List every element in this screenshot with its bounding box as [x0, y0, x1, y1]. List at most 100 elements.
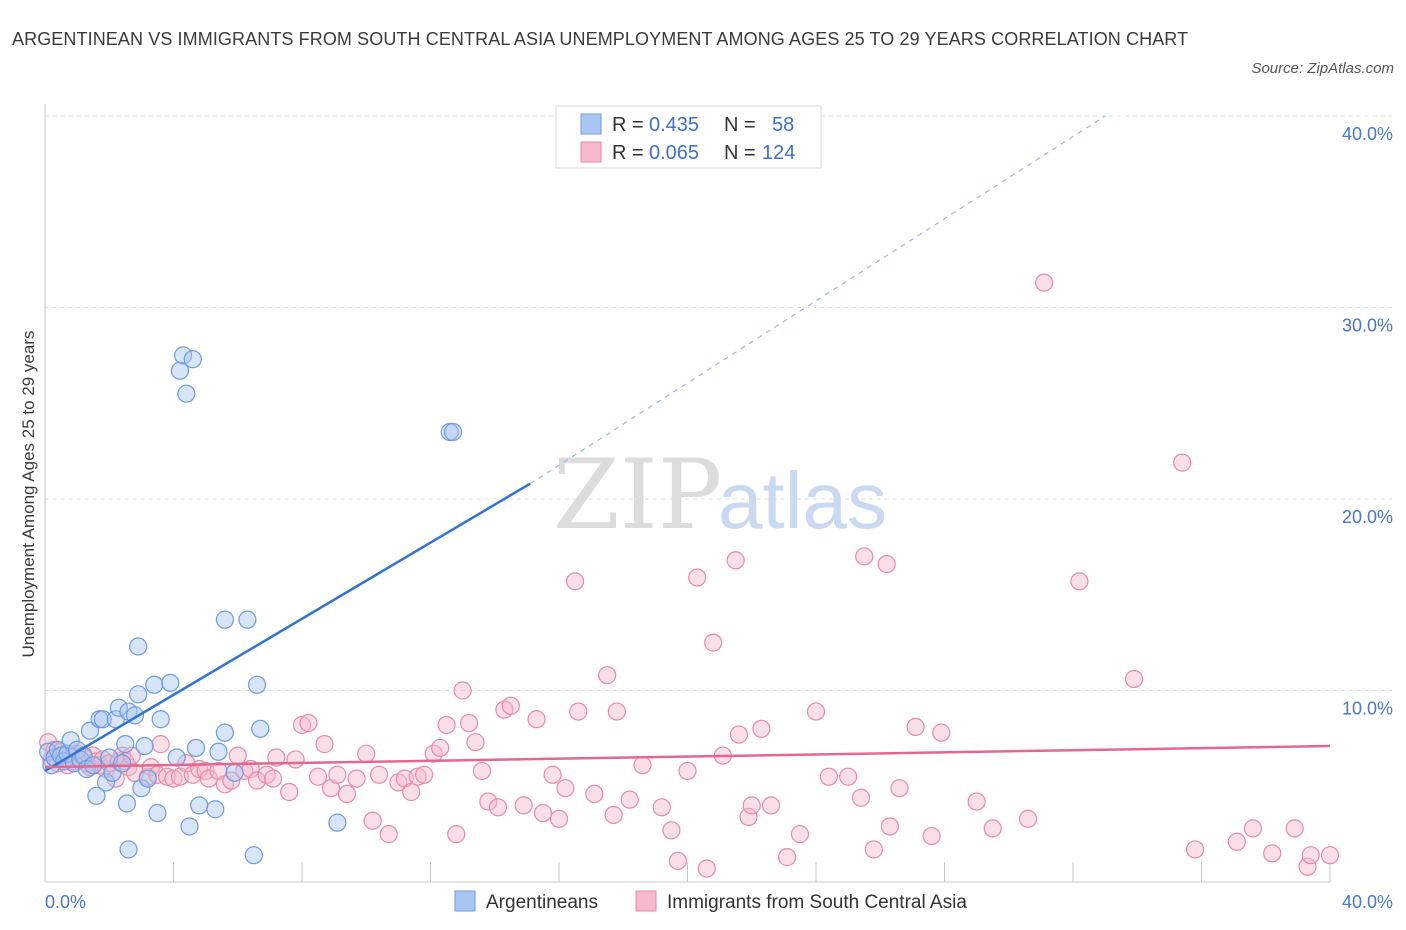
- argentineans-point-57: [443, 422, 463, 442]
- immigrants-point-121: [932, 723, 951, 742]
- immigrants-point-71: [447, 825, 466, 844]
- legend-r-label-2: R =: [612, 142, 644, 164]
- watermark: ZIP atlas: [553, 439, 887, 551]
- immigrants-point-80: [514, 796, 533, 815]
- argentineans-point-3: [48, 740, 67, 759]
- immigrants-point-120: [922, 826, 941, 846]
- source-label: Source: ZipAtlas.com: [1251, 60, 1394, 77]
- immigrants-point-59: [357, 744, 376, 763]
- immigrants-point-20: [106, 769, 125, 788]
- argentineans-point-27: [119, 840, 138, 859]
- argentineans-point-49: [215, 610, 234, 629]
- immigrants-point-94: [652, 798, 671, 817]
- immigrants-points: [39, 273, 1340, 878]
- immigrants-point-135: [1301, 846, 1320, 865]
- immigrants-point-92: [620, 790, 639, 809]
- immigrants-point-106: [752, 719, 771, 738]
- legend-swatch-argentineans: [580, 113, 602, 135]
- y-tick-label-0: 10.0%: [1342, 699, 1393, 719]
- immigrants-point-86: [565, 572, 585, 591]
- argentineans-point-54: [225, 763, 244, 782]
- immigrants-point-122: [967, 792, 986, 811]
- immigrants-point-88: [585, 784, 604, 804]
- bottom-legend-label-immigrants: Immigrants from South Central Asia: [667, 892, 967, 913]
- immigrants-point-104: [739, 807, 758, 826]
- immigrants-point-65: [402, 782, 421, 802]
- immigrants-point-62: [379, 825, 398, 844]
- immigrants-point-108: [777, 848, 797, 867]
- immigrants-point-110: [806, 702, 826, 721]
- immigrants-point-91: [607, 702, 626, 721]
- legend-n-label-1: N =: [724, 114, 756, 136]
- immigrants-point-51: [292, 715, 312, 735]
- x-tick-label-0: 0.0%: [45, 892, 86, 912]
- immigrants-point-102: [726, 551, 745, 570]
- immigrants-point-134: [1298, 857, 1317, 876]
- argentineans-point-42: [183, 350, 202, 369]
- immigrants-point-54: [315, 735, 334, 754]
- argentineans-point-30: [129, 637, 148, 656]
- legend-n-value-2: 124: [762, 142, 795, 164]
- immigrants-point-79: [501, 696, 520, 715]
- immigrants-point-82: [533, 803, 553, 823]
- y-axis-label: Unemployment Among Ages 25 to 29 years: [19, 331, 38, 658]
- bottom-legend-swatch-immigrants: [635, 890, 657, 912]
- argentineans-point-18: [96, 773, 116, 792]
- y-tick-label-2: 30.0%: [1342, 316, 1393, 336]
- argentineans-point-15: [87, 786, 106, 805]
- immigrants-point-67: [414, 765, 434, 784]
- immigrants-point-77: [488, 798, 508, 817]
- immigrants-point-70: [437, 715, 456, 735]
- immigrants-point-115: [864, 840, 883, 859]
- axes: [44, 104, 1331, 883]
- argentineans-point-32: [135, 736, 154, 756]
- immigrants-point-127: [1124, 669, 1144, 689]
- immigrants-point-128: [1173, 453, 1192, 472]
- immigrants-point-90: [604, 805, 623, 825]
- argentineans-point-31: [132, 779, 151, 798]
- watermark-atlas: atlas: [718, 456, 887, 545]
- immigrants-point-114: [855, 547, 874, 566]
- legend-r-label-1: R =: [612, 114, 644, 136]
- immigrants-point-49: [280, 782, 299, 802]
- bottom-legend: Argentineans Immigrants from South Centr…: [454, 890, 967, 913]
- legend-n-label-2: N =: [724, 142, 756, 164]
- immigrants-point-113: [851, 788, 871, 807]
- argentineans-point-33: [138, 769, 157, 788]
- immigrants-trend-line: [44, 744, 1331, 769]
- immigrants-point-98: [688, 568, 707, 587]
- immigrants-point-112: [839, 767, 858, 786]
- immigrants-point-25: [122, 746, 141, 765]
- immigrants-point-85: [556, 779, 575, 798]
- immigrants-point-38: [199, 769, 218, 788]
- argentineans-point-48: [215, 723, 234, 742]
- x-tick-label-1: 40.0%: [1342, 892, 1393, 912]
- immigrants-point-89: [598, 666, 617, 685]
- immigrants-point-117: [880, 817, 899, 836]
- immigrants-point-109: [790, 825, 810, 844]
- argentineans-trend-line: [44, 482, 531, 773]
- immigrants-point-111: [819, 767, 838, 786]
- immigrants-point-75: [472, 761, 491, 781]
- legend-n-value-1: 58: [772, 114, 794, 136]
- x-tick-labels: 0.0% 40.0%: [45, 892, 1393, 912]
- legend-r-value-1: 0.435: [649, 114, 699, 136]
- immigrants-point-66: [408, 767, 427, 786]
- argentineans-point-7: [61, 731, 80, 750]
- argentineans-point-45: [190, 796, 209, 815]
- immigrants-point-96: [668, 851, 687, 871]
- immigrants-point-87: [569, 702, 588, 721]
- immigrants-point-61: [370, 765, 389, 784]
- immigrants-point-129: [1185, 840, 1205, 859]
- argentineans-point-26: [117, 794, 137, 813]
- legend-box: R = 0.435 N = 58 R = 0.065 N = 124: [555, 105, 822, 169]
- immigrants-point-69: [431, 738, 450, 758]
- immigrants-point-107: [761, 796, 781, 815]
- argentineans-point-34: [145, 675, 164, 694]
- immigrants-point-31: [157, 767, 177, 786]
- immigrants-point-118: [890, 779, 909, 798]
- argentineans-point-46: [206, 800, 225, 819]
- argentineans-point-24: [116, 735, 135, 754]
- immigrants-point-45: [247, 771, 267, 790]
- argentineans-point-52: [247, 675, 267, 694]
